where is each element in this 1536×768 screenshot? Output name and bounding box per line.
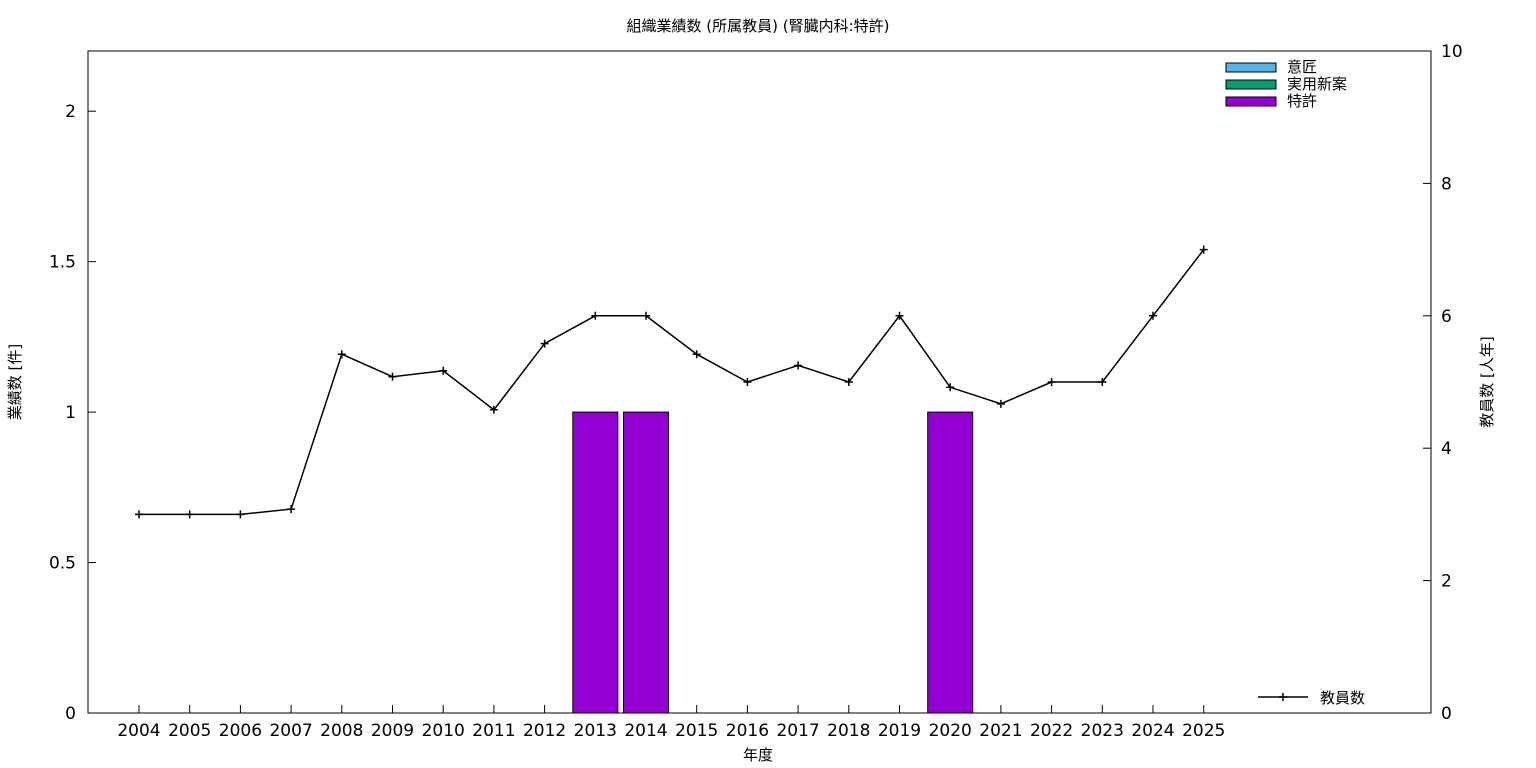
- y-tick-label: 0: [65, 704, 76, 724]
- x-tick-label: 2014: [624, 721, 667, 741]
- line-point: [236, 510, 245, 519]
- y2-tick-label: 4: [1441, 439, 1452, 459]
- x-axis-label: 年度: [743, 746, 773, 764]
- y-tick-label: 2: [65, 102, 76, 122]
- line-point: [1199, 245, 1208, 254]
- line-point: [439, 366, 448, 375]
- line-path: [139, 249, 1205, 516]
- x-tick-label: 2006: [219, 721, 262, 741]
- line-point: [540, 339, 549, 348]
- line-point: [489, 405, 498, 414]
- line-point: [642, 311, 650, 320]
- legend-line-marker: [1279, 693, 1287, 701]
- y-axis-label: 業績数 [件]: [6, 344, 24, 420]
- x-axis: 2004 2005 2006 2007 2008 2009 2010 2011 2012 2013…: [117, 705, 1225, 741]
- x-tick-label: 2012: [523, 721, 566, 741]
- line-point: [591, 311, 600, 320]
- legend-swatch: [1225, 79, 1277, 90]
- legend-label: 特許: [1287, 92, 1317, 110]
- legend-swatch: [1225, 62, 1277, 73]
- x-tick-label: 2010: [422, 721, 465, 741]
- x-tick-label: 2007: [269, 721, 312, 741]
- line-point: [996, 399, 1005, 408]
- legend-line-label: 教員数: [1320, 689, 1365, 707]
- plot-area: [87, 50, 1432, 714]
- y2-axis-label: 教員数 [人年]: [1478, 336, 1496, 427]
- legend-label: 実用新案: [1287, 75, 1347, 93]
- x-tick-label: 2005: [168, 721, 211, 741]
- line-point: [1098, 378, 1107, 386]
- bars: [572, 411, 974, 714]
- x-tick-label: 2019: [878, 721, 921, 741]
- y2-tick-label: 10: [1441, 42, 1463, 62]
- x-tick-label: 2021: [979, 721, 1022, 741]
- line-point: [895, 311, 904, 320]
- x-tick-label: 2024: [1131, 721, 1174, 741]
- y2-tick-label: 0: [1441, 704, 1452, 724]
- legend-label: 意匠: [1287, 58, 1317, 76]
- line-series: [135, 245, 1208, 519]
- line-point: [946, 383, 955, 392]
- x-tick-label: 2004: [117, 721, 160, 741]
- x-tick-label: 2011: [472, 721, 515, 741]
- y-axis-right: 0 2 4 6 8 10: [1423, 42, 1463, 724]
- y2-tick-label: 8: [1441, 174, 1452, 194]
- x-tick-label: 2022: [1030, 721, 1073, 741]
- y-axis-left: 0 0.5 1 1.5 2: [49, 102, 96, 724]
- x-tick-label: 2020: [929, 721, 972, 741]
- bar: [623, 411, 669, 714]
- line-point: [185, 510, 194, 519]
- line-point: [1149, 311, 1157, 320]
- x-tick-label: 2015: [675, 721, 718, 741]
- y2-tick-label: 6: [1441, 307, 1452, 327]
- x-tick-label: 2008: [320, 721, 363, 741]
- y2-tick-label: 2: [1441, 572, 1452, 592]
- x-tick-label: 2016: [726, 721, 769, 741]
- x-tick-label: 2009: [371, 721, 414, 741]
- legend-swatch: [1225, 96, 1277, 107]
- y-tick-label: 1.5: [49, 253, 76, 273]
- line-point: [337, 350, 346, 359]
- line-point: [794, 361, 803, 370]
- x-tick-label: 2025: [1182, 721, 1225, 741]
- line-point: [692, 350, 701, 359]
- line-point: [1047, 378, 1056, 386]
- bar: [927, 411, 974, 714]
- line-point: [743, 378, 752, 386]
- line-point: [287, 505, 296, 514]
- x-tick-label: 2018: [827, 721, 870, 741]
- y-tick-label: 0.5: [49, 554, 76, 574]
- line-point: [135, 510, 143, 519]
- legend-line: 教員数: [1258, 689, 1365, 707]
- chart-title: 組織業績数 (所属教員) (腎臓内科:特許): [627, 17, 890, 35]
- line-point: [844, 378, 853, 386]
- y-tick-label: 1: [65, 403, 76, 423]
- bar: [572, 411, 619, 714]
- x-tick-label: 2013: [574, 721, 617, 741]
- x-tick-label: 2017: [776, 721, 819, 741]
- x-tick-label: 2023: [1081, 721, 1124, 741]
- line-point: [388, 372, 397, 381]
